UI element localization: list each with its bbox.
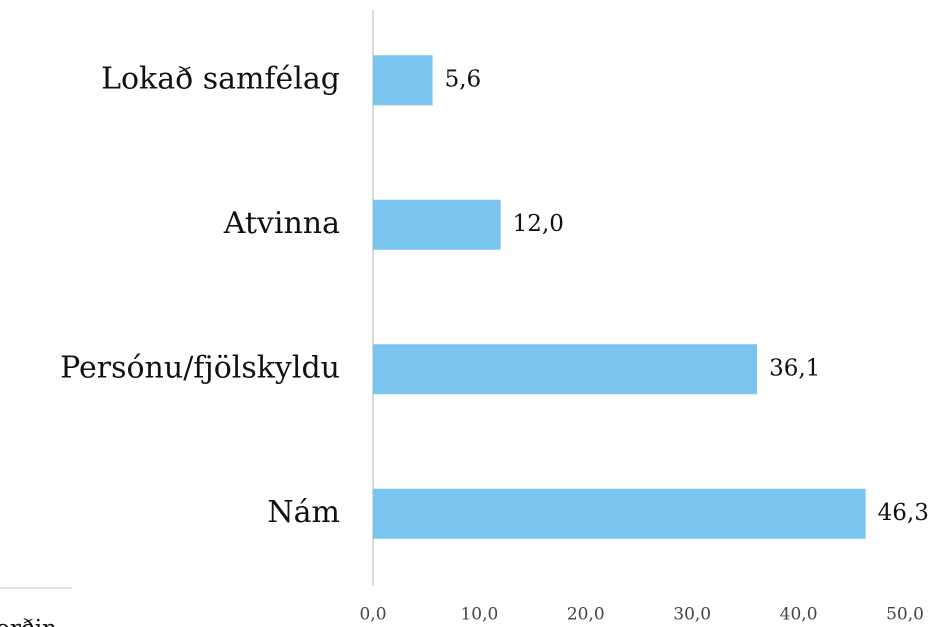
value-label: 12,0 [513, 211, 564, 237]
x-tick-label: 10,0 [460, 605, 498, 625]
x-tick-label: 20,0 [567, 605, 605, 625]
value-label: 36,1 [769, 355, 820, 381]
bar [373, 199, 501, 250]
y-tick-label: Atvinna [223, 206, 340, 241]
y-tick-label: Lokað samfélag [101, 61, 340, 96]
bar [373, 488, 866, 539]
value-label: 46,3 [878, 500, 929, 526]
x-tick-label: 40,0 [780, 605, 818, 625]
bar [373, 55, 433, 106]
bar [373, 344, 758, 395]
x-tick-label: 0,0 [359, 605, 386, 625]
x-tick-label: 50,0 [886, 605, 924, 625]
x-tick-label: 30,0 [673, 605, 711, 625]
y-tick-label: Nám [267, 495, 340, 530]
y-tick-label: Persónu/fjölskyldu [60, 350, 340, 385]
value-label: 5,6 [445, 66, 482, 92]
annotation: orðin [0, 616, 57, 627]
